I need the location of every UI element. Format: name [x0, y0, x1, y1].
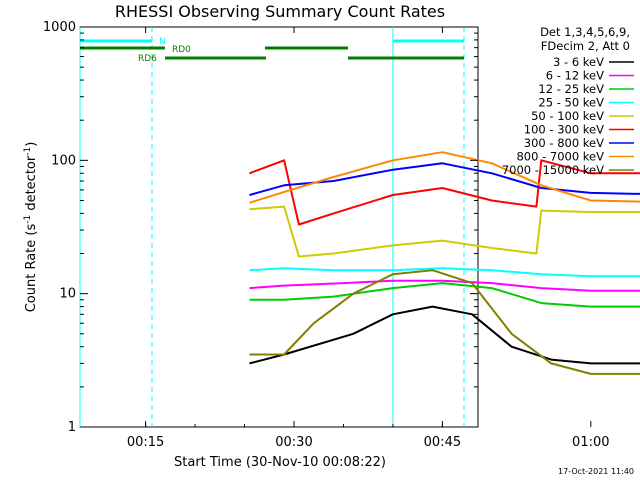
legend-label: 300 - 800 keV [524, 136, 604, 150]
series-line [249, 269, 640, 375]
x-axis-label: Start Time (30-Nov-10 00:08:22) [174, 455, 386, 470]
y-tick-label: 1 [68, 420, 76, 435]
series-line [249, 279, 640, 292]
legend-header-line-1: Det 1,3,4,5,6,9, [540, 25, 630, 39]
series-line [249, 162, 640, 196]
rd0-label: RD0 [172, 45, 191, 55]
series-line [249, 267, 640, 278]
legend-label: 12 - 25 keV [538, 82, 604, 96]
footer-timestamp: 17-Oct-2021 11:40 [558, 467, 634, 476]
series-line [249, 305, 640, 365]
legend-label: 7000 - 15000 keV [502, 163, 604, 177]
y-axis: 1 10 100 1000 [43, 20, 478, 435]
rd6-label: RD6 [138, 54, 157, 64]
plot-area: N RD0 RD6 00:1500:3000:4501:0001:1501:30… [43, 20, 640, 450]
observing-overlays: N RD0 RD6 [79, 27, 465, 427]
legend-label: 50 - 100 keV [531, 109, 604, 123]
legend-header-line-2: FDecim 2, Att 0 [541, 39, 630, 53]
plot-frame [79, 26, 479, 428]
legend-label: 800 - 7000 keV [516, 150, 604, 164]
y-tick-label: 1000 [43, 20, 76, 35]
x-tick-label: 00:30 [275, 435, 312, 450]
series-line [249, 151, 640, 204]
legend-label: 100 - 300 keV [524, 123, 604, 137]
series-line [249, 205, 640, 258]
x-tick-label: 00:15 [127, 435, 164, 450]
chart-title: RHESSI Observing Summary Count Rates [115, 2, 445, 21]
y-axis-label: Count Rate (s-1 detector-1) [23, 142, 39, 313]
legend: Det 1,3,4,5,6,9, FDecim 2, Att 0 3 - 6 k… [502, 25, 634, 177]
y-tick-label: 10 [59, 287, 76, 302]
series-line [249, 159, 640, 226]
legend-label: 3 - 6 keV [553, 55, 604, 69]
series-line [249, 282, 640, 308]
y-tick-label: 100 [51, 153, 76, 168]
legend-label: 25 - 50 keV [538, 96, 604, 110]
x-tick-label: 00:45 [424, 435, 461, 450]
x-tick-label: 01:00 [572, 435, 609, 450]
series-group [249, 151, 640, 375]
legend-label: 6 - 12 keV [546, 69, 604, 83]
night-label: N [159, 37, 166, 47]
